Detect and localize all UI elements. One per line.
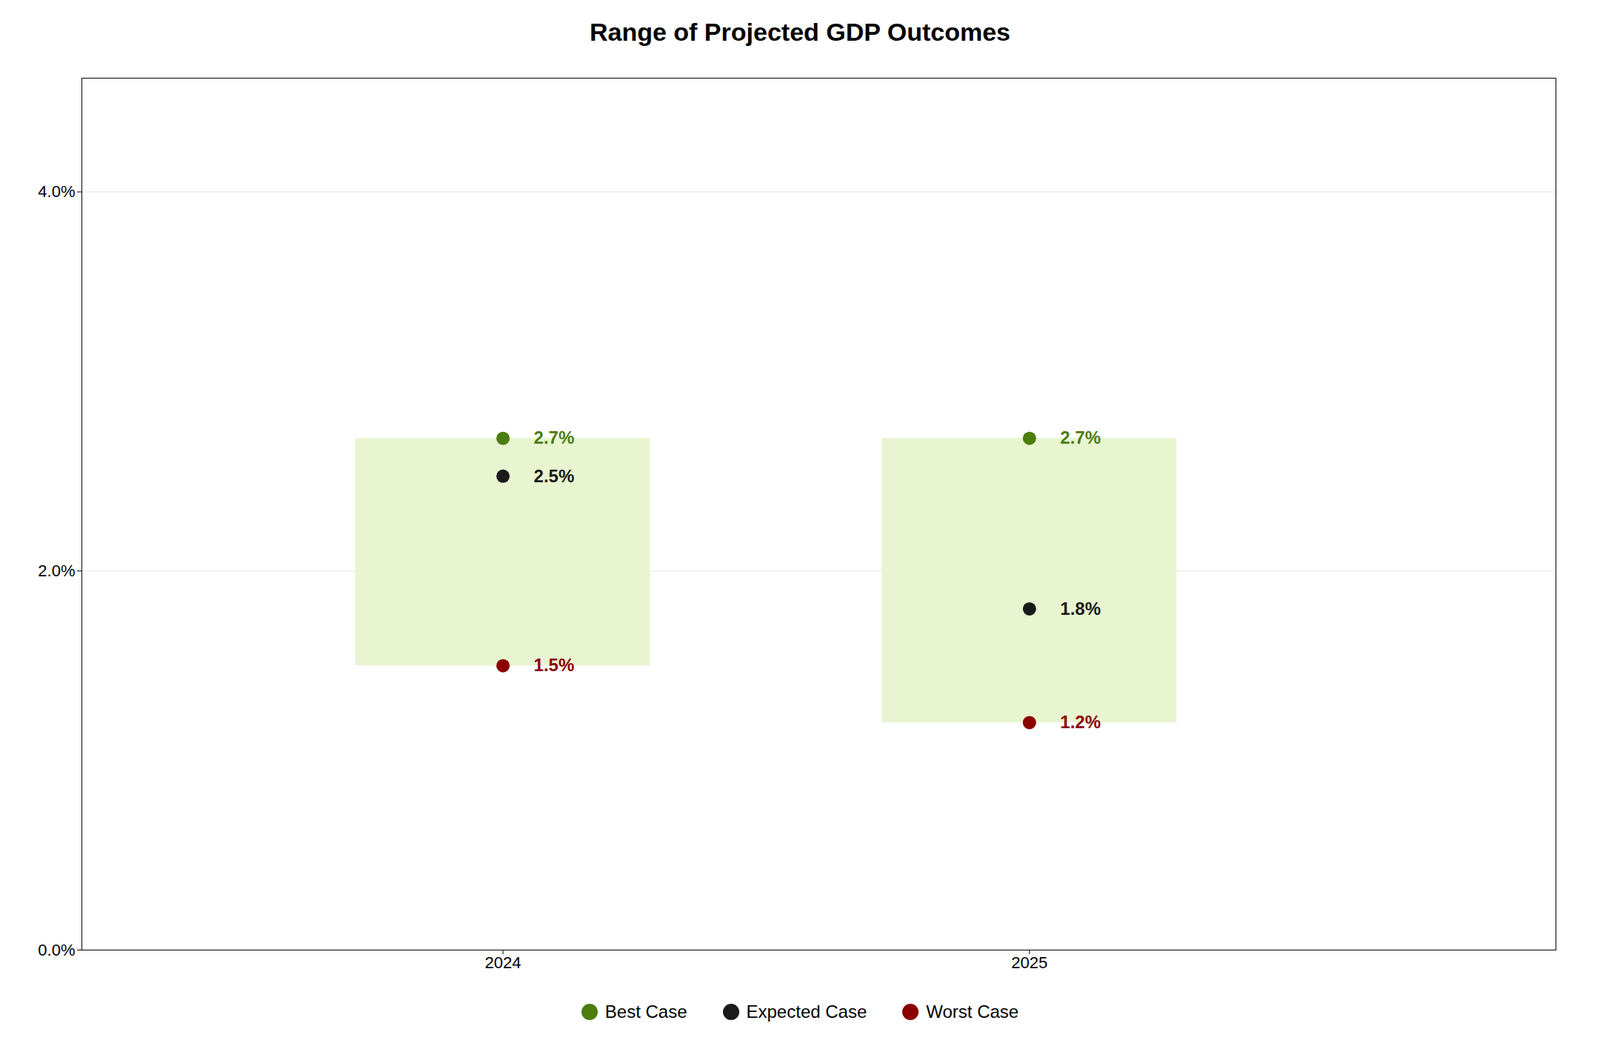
svg-text:4.0%: 4.0%	[37, 182, 75, 201]
svg-text:2025: 2025	[1011, 953, 1048, 972]
html-text:Range of Projected GDP Outcome: Range of Projected GDP Outcomes	[589, 17, 1011, 46]
svg-text:2.0%: 2.0%	[37, 561, 75, 580]
html-text:Expected Case: Expected Case	[746, 1001, 867, 1022]
svg-text:1.2%: 1.2%	[1060, 711, 1101, 732]
svg-text:2.7%: 2.7%	[1060, 427, 1101, 448]
svg-text:2024: 2024	[485, 953, 522, 972]
html-text:Worst Case: Worst Case	[926, 1001, 1019, 1022]
svg-text:1.5%: 1.5%	[534, 654, 575, 675]
svg-text:0.0%: 0.0%	[37, 940, 75, 960]
svg-text:1.8%: 1.8%	[1060, 598, 1101, 619]
svg-text:2.7%: 2.7%	[534, 427, 575, 448]
svg-text:2.5%: 2.5%	[534, 465, 575, 486]
html-text:Best Case: Best Case	[605, 1001, 688, 1022]
